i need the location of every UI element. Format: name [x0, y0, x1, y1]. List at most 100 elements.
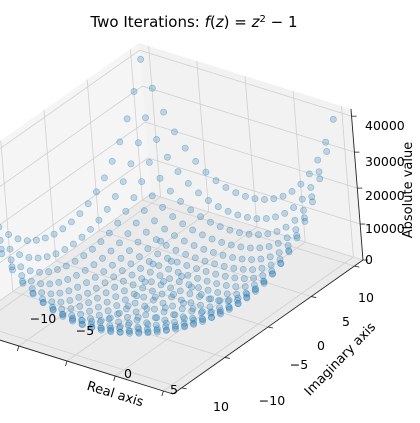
data-point [84, 289, 91, 297]
x-axis-label: Real axis [85, 379, 145, 410]
data-point [187, 206, 195, 214]
data-point [124, 321, 132, 329]
data-point [141, 278, 149, 286]
data-point [88, 323, 96, 331]
z-axis-line [350, 108, 364, 261]
data-point [214, 203, 222, 211]
data-point [172, 325, 179, 333]
data-point [191, 254, 199, 262]
data-point [234, 300, 242, 307]
data-point [94, 294, 101, 302]
data-point [265, 243, 273, 250]
data-point [92, 284, 100, 292]
data-point [111, 283, 119, 291]
data-point [208, 235, 216, 243]
data-point [56, 289, 64, 297]
data-point [142, 114, 149, 122]
data-point [281, 209, 289, 217]
data-point [134, 313, 142, 321]
data-point [236, 229, 243, 236]
data-point [216, 308, 224, 316]
data-point [135, 328, 142, 336]
z-grid-line [0, 157, 361, 263]
data-point [103, 205, 111, 213]
data-point [134, 238, 142, 246]
data-point [78, 233, 86, 241]
data-point [107, 326, 114, 334]
data-point [167, 257, 175, 265]
data-point [170, 311, 177, 318]
data-point [323, 148, 331, 155]
data-point [19, 277, 26, 285]
data-point [163, 153, 171, 161]
data-point [187, 299, 195, 307]
data-point [57, 298, 65, 306]
data-point [41, 234, 49, 242]
z-tick-label: 30000 [365, 154, 405, 169]
data-point [279, 192, 287, 200]
data-point [163, 326, 170, 334]
data-point [139, 284, 147, 292]
chart-title: Two Iterations: f(z) = z2 − 1 [89, 13, 297, 31]
data-point [157, 281, 165, 289]
data-point [116, 138, 124, 146]
data-point [144, 329, 152, 337]
data-point [143, 319, 150, 327]
data-point [207, 218, 214, 226]
data-point [171, 318, 178, 326]
data-point [225, 304, 233, 312]
data-point [166, 275, 173, 283]
data-point [186, 290, 194, 298]
data-point [260, 277, 267, 285]
data-point [216, 304, 223, 311]
data-point [198, 231, 206, 239]
data-point [262, 215, 270, 222]
data-point [179, 313, 187, 321]
data-point [218, 238, 226, 246]
data-point [175, 278, 183, 286]
data-point [212, 270, 220, 278]
data-point [161, 225, 168, 233]
data-point [68, 311, 76, 319]
data-point [91, 273, 99, 281]
z-grid-line [0, 121, 358, 226]
data-point [197, 213, 204, 221]
data-point [132, 219, 140, 227]
data-point [81, 266, 89, 274]
data-point [148, 84, 156, 92]
data-point [147, 278, 155, 286]
data-point [47, 290, 55, 298]
data-point [211, 260, 218, 268]
data-point [237, 243, 245, 251]
data-point [50, 230, 58, 238]
data-point [201, 257, 209, 265]
data-point [199, 318, 206, 325]
data-point [202, 268, 210, 275]
data-point [285, 248, 293, 256]
data-point [275, 249, 283, 256]
data-point [293, 234, 301, 242]
data-point [184, 179, 192, 187]
data-point [23, 237, 31, 244]
data-point [116, 328, 124, 336]
data-point [124, 302, 132, 310]
data-point [150, 305, 158, 313]
data-point [115, 318, 122, 326]
data-point [138, 178, 146, 185]
data-point [97, 324, 105, 332]
data-point [261, 196, 268, 203]
data-point [207, 313, 215, 321]
data-point [121, 287, 128, 295]
data-point [38, 289, 46, 296]
data-point [83, 279, 90, 287]
data-point [171, 323, 179, 331]
tick-marks [16, 115, 368, 397]
data-point [258, 264, 266, 272]
data-point [293, 232, 301, 239]
data-point [190, 242, 198, 249]
data-point [114, 219, 122, 227]
data-point [79, 321, 86, 328]
data-point [241, 283, 249, 290]
data-point [232, 189, 240, 197]
